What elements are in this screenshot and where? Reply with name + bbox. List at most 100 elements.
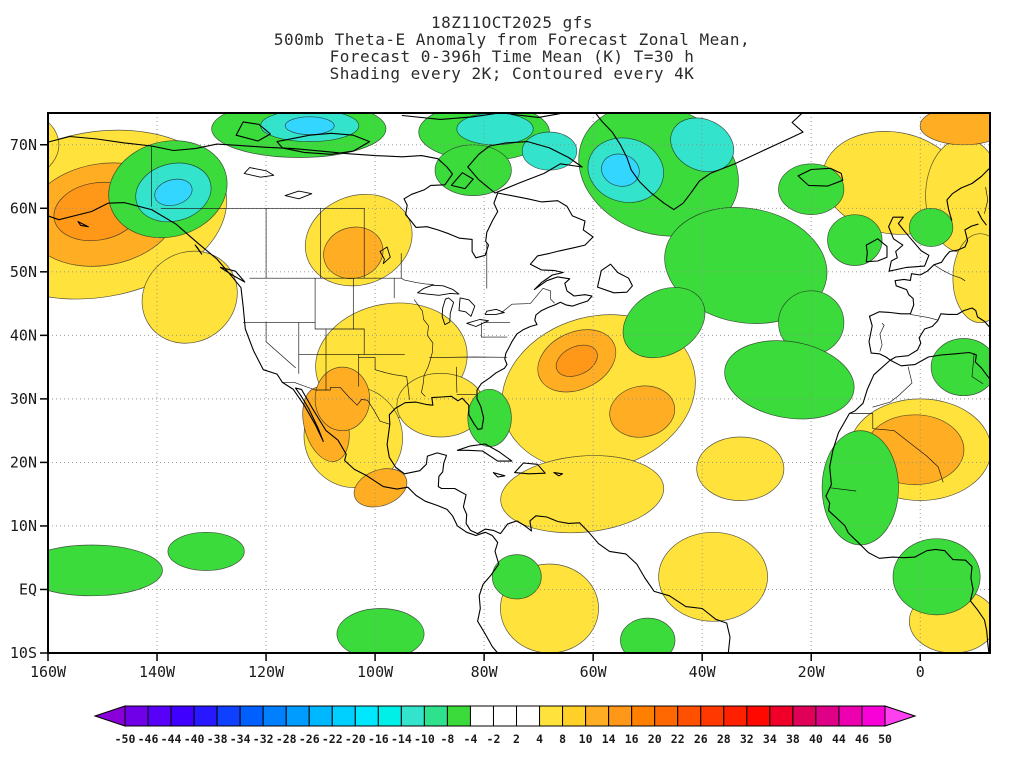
colorbar-segment [193,705,218,727]
colorbar-segment [262,705,287,727]
lake-outline [284,190,313,200]
border-line [849,413,944,483]
border-line [971,352,984,384]
anomaly-region [336,608,425,660]
colorbar-label: 32 [740,732,754,746]
anomaly-region [491,554,542,600]
colorbar-label: -38 [207,732,228,746]
coastline [194,244,203,255]
border-line [413,299,434,397]
anomaly-region [284,116,335,135]
coastline [3,135,731,654]
coastline [235,121,271,142]
border-line [872,366,913,408]
colorbar-label: -2 [487,732,501,746]
colorbar-segment [216,705,241,727]
colorbar-label: 22 [671,732,685,746]
colorbar-label: -40 [184,732,205,746]
colorbar-label: 10 [579,732,593,746]
lake-outline [379,246,391,265]
colorbar-segment [308,705,333,727]
coastline [510,113,561,118]
colorbar-segment [446,705,471,727]
colorbar-label: -8 [440,732,454,746]
lat-tick-label: 70N [10,136,37,154]
plot-mask [0,0,1024,113]
title-forecast-line: Forecast 0-396h Time Mean (K) T=30 h [329,47,695,66]
colorbar-segment [170,705,195,727]
anomaly-region [601,153,640,187]
anomaly-region [658,531,768,622]
anomaly-region [314,366,371,432]
colorbar-segment [861,705,886,727]
coastline [492,472,506,478]
border-line [429,356,508,358]
colorbar-segment [285,705,310,727]
colorbar-segment [769,705,794,727]
colorbar-label: 8 [559,732,566,746]
anomaly-region [622,287,706,359]
lat-tick-label: 30N [10,390,37,408]
border-line [406,376,410,400]
coastline [219,266,246,283]
colorbar-segment [423,705,448,727]
colorbar-label: -46 [138,732,159,746]
anomaly-region [609,385,676,438]
border-line [265,322,296,369]
anomaly-region [892,538,981,616]
coastline [456,443,513,462]
colorbar-segment [677,705,702,727]
anomaly-region [323,226,384,279]
colorbar-label: -34 [230,732,251,746]
colorbar-segment [654,705,679,727]
colorbar-label: 28 [717,732,731,746]
coastline [514,462,546,475]
colorbar-segment [815,705,840,727]
lon-tick-label: 20W [798,663,826,681]
lake-outline [484,308,505,315]
border-line [933,264,966,282]
anomaly-region [467,388,512,447]
colorbar-arrow-right [884,705,917,727]
border-line [400,277,434,285]
colorbar-label: 2 [513,732,520,746]
coastline [401,113,496,120]
anomaly-region [555,344,598,377]
coastline [865,238,888,263]
coastline [596,263,633,294]
coastline [276,132,371,155]
border-line [358,357,408,377]
anomaly-region [930,338,997,397]
border-line [480,322,508,338]
title-field-line: 500mb Theta-E Anomaly from Forecast Zona… [273,30,751,49]
border-line [829,487,857,492]
colorbar-segment [746,705,771,727]
coastline [77,221,89,228]
anomaly-region [141,250,238,344]
border-line [984,186,989,214]
lake-outline [466,319,489,327]
colorbar-segment [562,705,587,727]
coastline [450,172,474,190]
lon-tick-label: 80W [471,663,499,681]
border-line [910,314,939,321]
title-run-line: 18Z11OCT2025 gfs [430,13,594,32]
coastline [673,109,807,211]
border-line [501,287,555,313]
anomaly-region [456,112,534,146]
colorbar-label: 20 [648,732,662,746]
lon-tick-label: 100W [357,663,394,681]
lake-outline [458,297,476,317]
colorbar-segment [539,705,564,727]
lon-tick-label: 120W [248,663,285,681]
plot-title-block: 18Z11OCT2025 gfs 500mb Theta-E Anomaly f… [0,14,1024,82]
lat-tick-label: EQ [19,580,37,598]
coastline [553,472,564,477]
coastline [977,210,987,226]
coastline [868,307,990,361]
colorbar-label: -10 [414,732,435,746]
colorbar-label: -4 [464,732,478,746]
lon-tick-label: 40W [689,663,717,681]
colorbar-label: 14 [602,732,616,746]
lat-tick-label: 10S [10,644,37,662]
